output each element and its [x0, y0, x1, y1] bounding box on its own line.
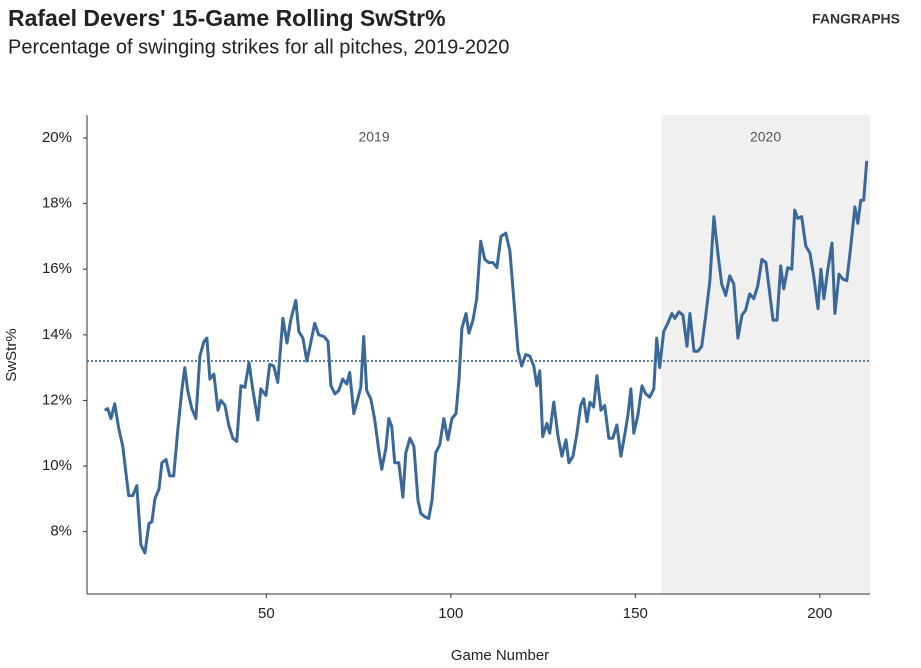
y-tick-label: 14%: [42, 326, 72, 343]
data-line: [103, 160, 869, 555]
chart-subtitle: Percentage of swinging strikes for all p…: [8, 36, 509, 58]
y-axis-label: SwStr%: [3, 328, 20, 381]
x-tick-label: 200: [807, 605, 832, 622]
season-shade: [661, 115, 870, 594]
y-tick-label: 16%: [42, 260, 72, 277]
x-axis-label: Game Number: [451, 647, 549, 664]
season-label: 2019: [358, 129, 389, 145]
y-tick-label: 10%: [42, 457, 72, 474]
x-tick-label: 150: [623, 605, 648, 622]
y-tick-label: 20%: [42, 129, 72, 146]
y-tick-label: 12%: [42, 391, 72, 408]
y-tick-label: 18%: [42, 195, 72, 212]
season-label: 2020: [750, 129, 781, 145]
logo: FANGRAPHS: [812, 11, 900, 27]
chart-title: Rafael Devers' 15-Game Rolling SwStr%: [8, 5, 446, 31]
x-tick-label: 100: [438, 605, 463, 622]
x-tick-label: 50: [258, 605, 275, 622]
y-tick-label: 8%: [50, 523, 72, 540]
